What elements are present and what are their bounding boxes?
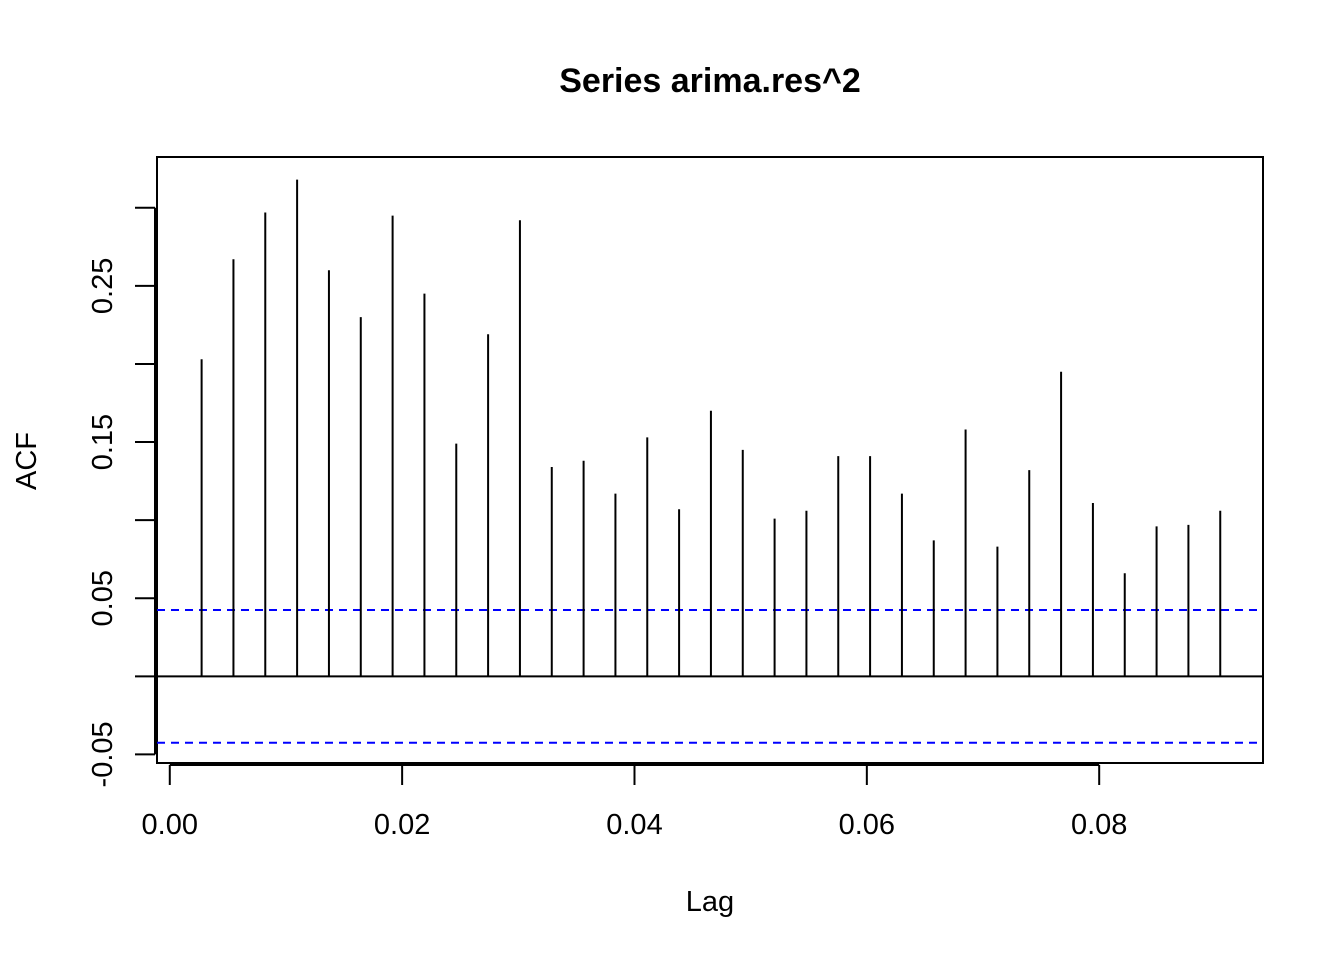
y-axis-label: ACF	[11, 432, 43, 490]
x-tick-label: 0.02	[374, 809, 430, 841]
y-tick-label: -0.05	[87, 721, 119, 787]
y-tick-label: 0.25	[87, 258, 119, 314]
x-tick-label: 0.06	[839, 809, 895, 841]
plot-frame	[156, 156, 1264, 764]
chart-title: Series arima.res^2	[559, 62, 861, 100]
y-tick-label: 0.05	[87, 570, 119, 626]
y-tick-label: 0.15	[87, 414, 119, 470]
x-tick-label: 0.00	[142, 809, 198, 841]
x-tick-label: 0.04	[606, 809, 662, 841]
chart-marks: 0.00 0.02 0.04 0.06 0.08 -0.05 0.05 0.15 0.25	[87, 179, 1263, 841]
x-tick-label: 0.08	[1071, 809, 1127, 841]
x-axis-label: Lag	[686, 886, 734, 918]
